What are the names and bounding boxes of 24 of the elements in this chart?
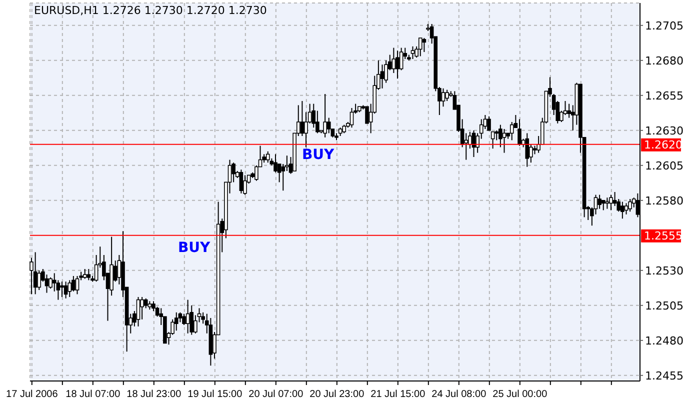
x-tick-label: 20 Jul 23:00 — [310, 389, 365, 400]
y-tick-label: 1.2480 — [645, 334, 683, 348]
x-tick-label: 18 Jul 07:00 — [66, 389, 121, 400]
chart-title: EURUSD,H1 1.2726 1.2730 1.2720 1.2730 — [34, 4, 267, 17]
x-tick-label: 18 Jul 23:00 — [126, 389, 182, 400]
x-tick-label: 20 Jul 07:00 — [248, 389, 304, 400]
x-tick-label: 24 Jul 08:00 — [432, 389, 487, 400]
ref-line-label: 1.2620 — [644, 138, 682, 152]
x-tick-label: 25 Jul 00:00 — [492, 389, 548, 400]
y-tick-label: 1.2580 — [645, 194, 683, 208]
x-tick-label: 17 Jul 2006 — [6, 389, 58, 400]
y-tick-label: 1.2655 — [645, 89, 683, 102]
y-tick-label: 1.2630 — [645, 124, 683, 138]
y-tick-label: 1.2455 — [645, 369, 683, 382]
annotation: BUY — [302, 146, 334, 164]
y-tick-label: 1.2680 — [645, 54, 683, 68]
y-tick-label: 1.2705 — [645, 19, 683, 32]
y-tick-label: 1.2530 — [645, 264, 683, 278]
x-tick-label: 19 Jul 15:00 — [188, 389, 243, 400]
annotation: BUY — [178, 239, 210, 257]
x-tick-label: 21 Jul 15:00 — [370, 389, 426, 400]
y-tick-label: 1.2505 — [645, 299, 683, 312]
ref-line-label: 1.2555 — [644, 229, 682, 242]
y-tick-label: 1.2605 — [645, 159, 683, 172]
